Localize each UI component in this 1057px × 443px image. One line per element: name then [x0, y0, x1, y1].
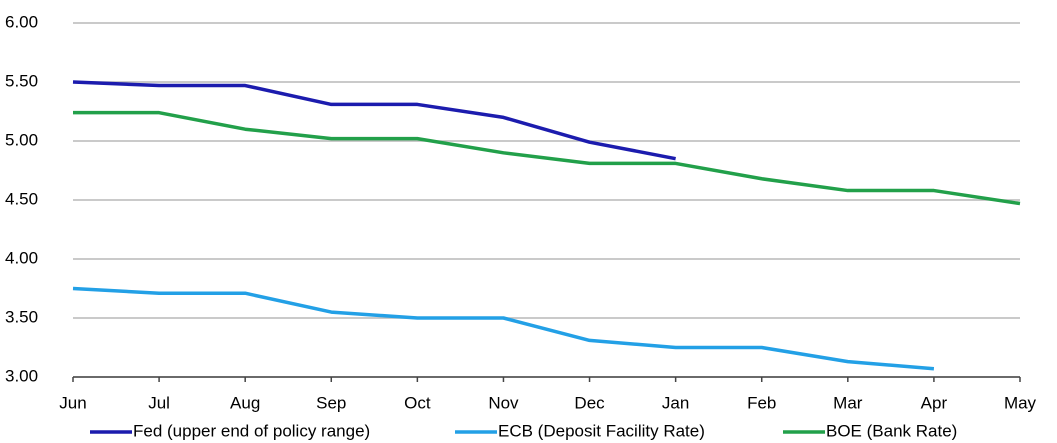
y-tick-label: 6.00 [5, 12, 38, 31]
series-line [72, 286, 935, 371]
x-tick-label: Oct [404, 393, 431, 412]
legend-label: BOE (Bank Rate) [826, 421, 957, 440]
x-tick-label: Nov [488, 393, 519, 412]
x-tick-label: Feb [747, 393, 776, 412]
x-tick-label: Jan [662, 393, 689, 412]
y-tick-label: 3.00 [5, 366, 38, 385]
x-tick-label: Apr [921, 393, 948, 412]
legend-label: ECB (Deposit Facility Rate) [498, 421, 705, 440]
x-tick-label: Jun [59, 393, 86, 412]
x-tick-label: Jul [148, 393, 170, 412]
series-line [73, 110, 1021, 206]
x-tick-label: Sep [316, 393, 346, 412]
x-tick-label: Mar [833, 393, 863, 412]
x-tick-label: May [1004, 393, 1037, 412]
y-tick-label: 4.50 [5, 189, 38, 208]
x-tick-label: Aug [230, 393, 260, 412]
y-tick-label: 4.00 [5, 248, 38, 267]
y-tick-label: 5.00 [5, 130, 38, 149]
x-tick-label: Dec [574, 393, 605, 412]
y-tick-label: 5.50 [5, 71, 38, 90]
y-tick-label: 3.50 [5, 307, 38, 326]
series-line [72, 80, 676, 161]
legend-label: Fed (upper end of policy range) [133, 421, 370, 440]
